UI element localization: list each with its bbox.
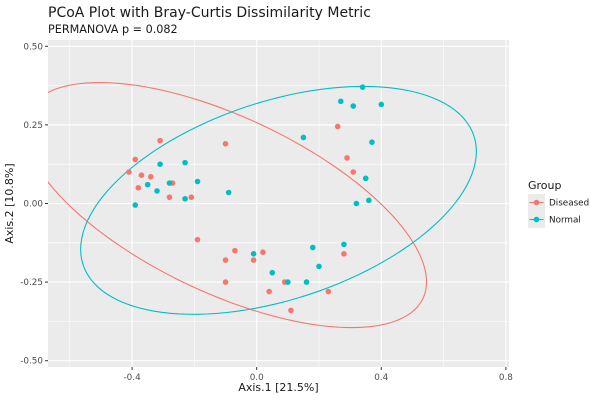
legend-label-normal: Normal [549, 216, 581, 226]
point-diseased [138, 172, 145, 179]
x-axis-title: Axis.1 [21.5%] [238, 381, 318, 394]
point-normal [341, 241, 347, 248]
point-normal [182, 195, 188, 202]
point-diseased [126, 169, 132, 175]
point-normal [269, 269, 276, 276]
y-tick-label: -0.50 [20, 357, 43, 367]
point-normal [194, 178, 201, 185]
point-normal [144, 181, 151, 188]
x-axis-ticks: -0.4 0.0 0.4 0.8 [124, 367, 513, 383]
point-diseased [334, 123, 341, 130]
point-diseased [166, 194, 173, 201]
chart-title: PCoA Plot with Bray-Curtis Dissimilarity… [48, 5, 371, 21]
y-axis-ticks: -0.50 -0.25 0.00 0.25 0.50 [20, 42, 48, 367]
point-normal [300, 134, 307, 141]
point-diseased [222, 279, 229, 285]
ellipse-normal [80, 85, 477, 315]
confidence-ellipses [48, 82, 477, 329]
y-tick-label: 0.25 [23, 121, 43, 131]
point-normal [362, 175, 369, 182]
point-normal [369, 139, 375, 145]
y-axis-title: Axis.2 [10.8%] [3, 163, 16, 243]
point-normal [337, 98, 344, 105]
point-diseased [135, 184, 142, 191]
legend-title: Group [528, 179, 562, 192]
point-diseased [194, 236, 201, 243]
point-normal [366, 197, 372, 204]
point-diseased [344, 155, 350, 161]
point-normal [316, 263, 322, 270]
legend-items: Diseased Normal [528, 194, 589, 228]
y-tick-label: -0.25 [20, 278, 43, 288]
point-normal [378, 101, 385, 108]
legend-label-diseased: Diseased [549, 199, 589, 209]
point-diseased [188, 194, 195, 201]
x-tick-label: -0.4 [124, 373, 142, 383]
chart-subtitle: PERMANOVA p = 0.082 [48, 23, 178, 36]
point-normal [166, 180, 173, 186]
point-diseased [288, 307, 294, 314]
point-normal [350, 103, 357, 109]
x-tick-label: 0.0 [250, 373, 264, 383]
point-diseased [250, 257, 257, 263]
point-diseased [157, 137, 163, 144]
point-diseased [147, 173, 154, 180]
ellipse-diseased [48, 82, 428, 329]
point-normal [353, 200, 360, 207]
point-normal [132, 202, 139, 208]
legend: Group Diseased Normal [528, 179, 589, 228]
legend-key-point [533, 199, 540, 206]
y-tick-label: 0.00 [23, 200, 43, 210]
point-diseased [341, 251, 347, 257]
y-tick-label: 0.50 [23, 42, 43, 52]
point-diseased [232, 247, 238, 254]
legend-key-point [533, 216, 540, 223]
data-points [126, 84, 385, 314]
point-diseased [325, 288, 332, 295]
point-normal [154, 188, 160, 194]
point-diseased [260, 249, 266, 256]
point-normal [225, 189, 232, 196]
point-normal [309, 244, 316, 251]
x-tick-label: 0.8 [499, 373, 513, 383]
point-normal [359, 84, 366, 90]
point-normal [285, 279, 291, 285]
point-normal [303, 279, 310, 285]
point-diseased [350, 169, 357, 175]
x-tick-label: 0.4 [374, 373, 388, 383]
point-diseased [132, 156, 139, 163]
point-diseased [266, 288, 272, 295]
point-normal [182, 159, 188, 166]
point-normal [250, 251, 257, 257]
point-normal [157, 161, 163, 167]
point-diseased [222, 140, 229, 147]
point-diseased [222, 257, 229, 263]
